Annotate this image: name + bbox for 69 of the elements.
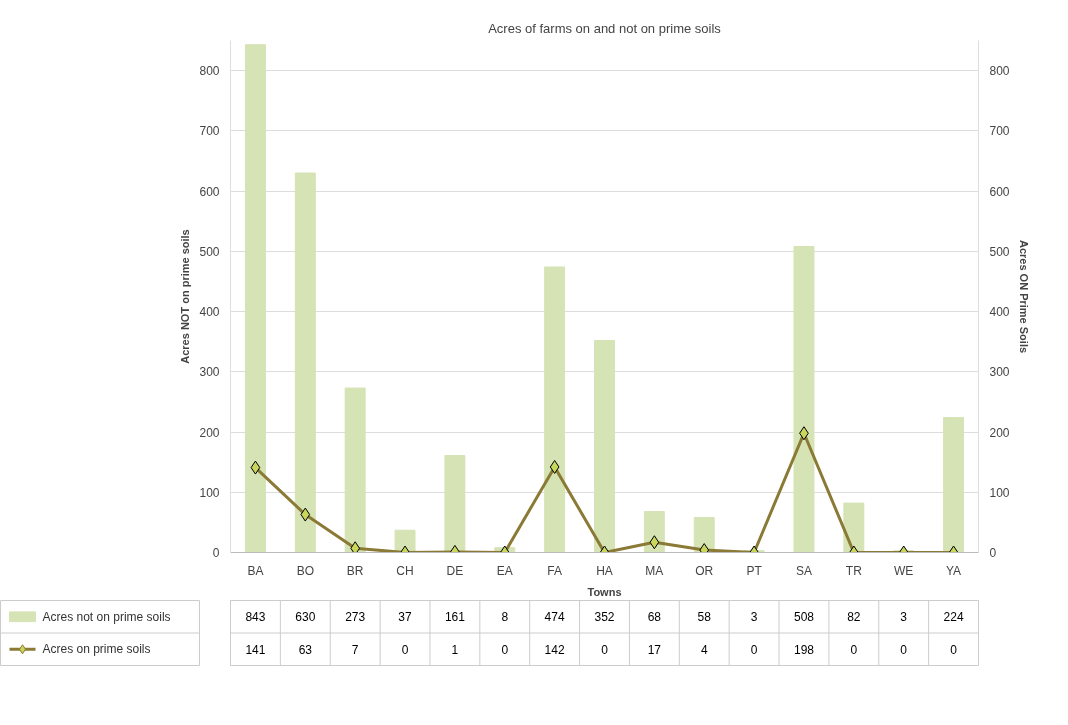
x-tick-label: DE bbox=[446, 563, 464, 578]
y-tick-label: 300 bbox=[199, 365, 220, 380]
y2-tick-label: 400 bbox=[989, 305, 1010, 320]
data-label: 68 bbox=[647, 610, 662, 625]
data-label: 1 bbox=[451, 642, 459, 657]
chart-title: Acres of farms on and not on prime soils bbox=[488, 20, 722, 36]
x-tick-label: WE bbox=[894, 563, 914, 578]
data-label: 198 bbox=[793, 642, 815, 657]
y2-tick-label: 500 bbox=[989, 244, 1010, 259]
x-tick-label: BO bbox=[296, 563, 314, 578]
y-tick-label: 100 bbox=[199, 485, 220, 500]
x-tick-label: EA bbox=[496, 563, 513, 578]
x-tick-label: TR bbox=[845, 563, 863, 578]
y2-axis-title: Acres ON Prime Soils bbox=[1017, 239, 1030, 354]
data-label: 0 bbox=[501, 642, 509, 657]
y2-tick-label: 700 bbox=[989, 124, 1010, 139]
data-label: 7 bbox=[351, 642, 359, 657]
data-label: 142 bbox=[544, 642, 565, 657]
x-tick-label: BR bbox=[346, 563, 364, 578]
data-label: 273 bbox=[345, 610, 366, 625]
y-tick-label: 200 bbox=[199, 425, 220, 440]
y-axis-title: Acres NOT on prime soils bbox=[179, 229, 192, 364]
y2-tick-label: 200 bbox=[989, 425, 1010, 440]
y2-tick-label: 300 bbox=[989, 365, 1010, 380]
x-tick-label: HA bbox=[596, 563, 613, 578]
data-label: 0 bbox=[900, 642, 908, 657]
x-axis-title: Towns bbox=[587, 585, 622, 598]
x-tick-label: CH bbox=[396, 563, 414, 578]
legend-label: Acres on prime soils bbox=[42, 642, 151, 657]
x-tick-label: OR bbox=[695, 563, 714, 578]
y-tick-label: 0 bbox=[212, 546, 220, 560]
data-label: 0 bbox=[601, 642, 609, 657]
data-label: 8 bbox=[501, 610, 509, 625]
y-tick-label: 700 bbox=[199, 124, 220, 139]
data-label: 141 bbox=[245, 642, 266, 657]
data-label: 0 bbox=[850, 642, 858, 657]
x-tick-label: PT bbox=[746, 563, 763, 578]
x-tick-label: BA bbox=[247, 563, 264, 578]
y2-tick-label: 800 bbox=[989, 64, 1010, 79]
data-label: 82 bbox=[847, 610, 861, 625]
legend-label: Acres not on prime soils bbox=[42, 609, 171, 624]
data-label: 17 bbox=[647, 642, 662, 657]
y-tick-label: 400 bbox=[199, 305, 220, 320]
data-label: 3 bbox=[900, 610, 908, 625]
data-label: 508 bbox=[793, 610, 815, 625]
y-tick-label: 800 bbox=[199, 64, 220, 79]
data-label: 161 bbox=[444, 610, 466, 625]
data-label: 0 bbox=[950, 642, 958, 657]
data-label: 4 bbox=[700, 642, 708, 657]
x-tick-label: FA bbox=[547, 563, 562, 578]
data-label: 0 bbox=[401, 642, 409, 657]
data-label: 474 bbox=[544, 610, 565, 625]
data-label: 843 bbox=[245, 610, 266, 625]
y-tick-label: 600 bbox=[199, 184, 220, 199]
data-label: 37 bbox=[398, 610, 413, 625]
data-label: 3 bbox=[750, 610, 758, 625]
y2-tick-label: 100 bbox=[989, 485, 1010, 500]
data-label: 352 bbox=[594, 610, 615, 625]
data-label: 224 bbox=[943, 610, 964, 625]
y-tick-label: 500 bbox=[199, 244, 220, 259]
data-label: 0 bbox=[750, 642, 758, 657]
x-tick-label: MA bbox=[645, 563, 664, 578]
x-tick-label: YA bbox=[946, 563, 962, 578]
y2-tick-label: 0 bbox=[989, 546, 997, 560]
data-label: 58 bbox=[697, 610, 712, 625]
x-tick-label: SA bbox=[795, 563, 812, 578]
data-label: 63 bbox=[298, 642, 313, 657]
y2-tick-label: 600 bbox=[989, 184, 1010, 199]
data-label: 630 bbox=[295, 610, 316, 625]
